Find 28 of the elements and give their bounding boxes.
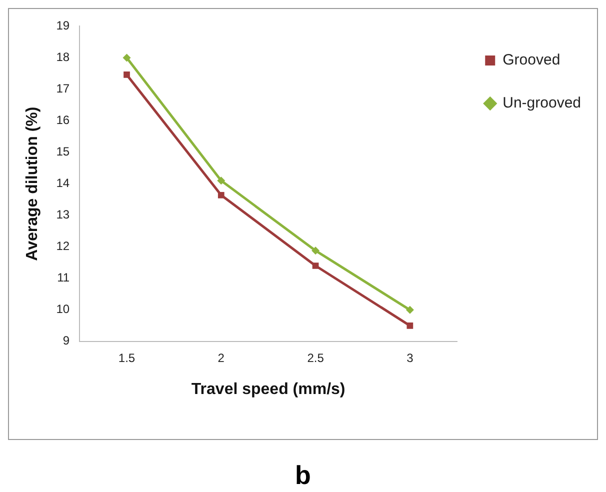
point (406, 306, 414, 314)
y-tick-label: 18 (56, 50, 70, 64)
legend-label: Un-grooved (502, 94, 582, 112)
text: b (294, 460, 312, 491)
y-tick-label: 13 (56, 208, 70, 222)
y-tick-label: 17 (56, 82, 70, 96)
y-tick-label: 9 (62, 334, 70, 348)
y-tick-label: 11 (57, 270, 70, 285)
x-tick-label: 2 (218, 350, 225, 365)
y-tick-label: 16 (56, 113, 70, 128)
point (122, 54, 131, 62)
x-axis-title: Travel speed (mm/s) (191, 380, 346, 398)
y-tick-label: 10 (56, 302, 70, 316)
y-tick-label: 19 (56, 18, 70, 33)
point (218, 192, 224, 198)
x-tick-label: 2.5 (307, 350, 324, 365)
y-tick-label: 15 (56, 144, 70, 159)
point (124, 72, 130, 78)
point (312, 262, 319, 269)
y-axis-title: Average dilution (%) (24, 106, 42, 261)
point (406, 322, 414, 329)
x-tick-label: 3 (406, 350, 414, 365)
y-tick-label: 12 (56, 239, 70, 254)
point (217, 176, 226, 185)
point (312, 246, 320, 255)
y-tick-label: 14 (56, 176, 70, 190)
legend-label: Grooved (502, 52, 560, 69)
x-tick-label: 1.5 (118, 350, 136, 365)
